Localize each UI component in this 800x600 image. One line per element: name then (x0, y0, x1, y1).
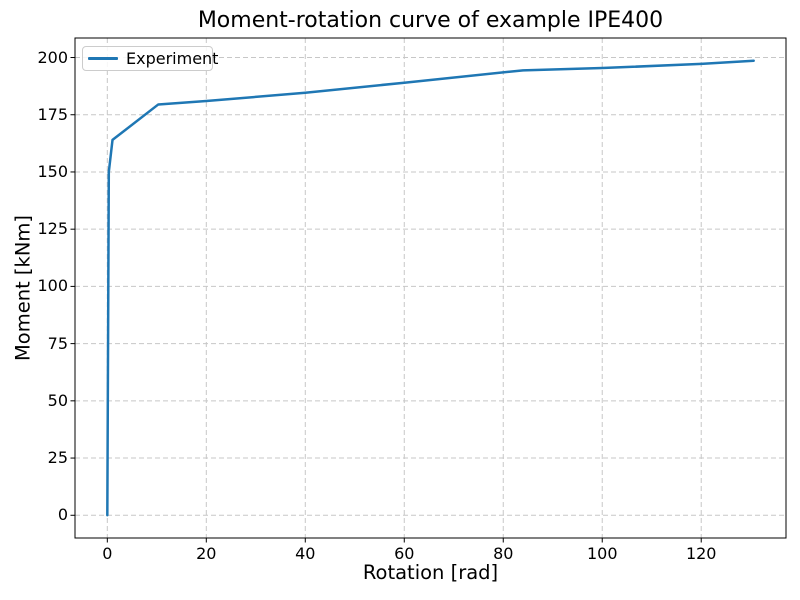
x-tick-label: 80 (493, 544, 514, 563)
legend: Experiment (82, 46, 218, 71)
x-axis-label: Rotation [rad] (362, 561, 499, 584)
y-tick-label: 200 (37, 47, 68, 67)
y-tick-label: 150 (37, 161, 68, 181)
y-tick-label: 175 (37, 104, 68, 124)
x-tick-label: 100 (586, 544, 618, 563)
y-tick-label: 0 (57, 505, 68, 525)
legend-label: Experiment (126, 49, 219, 68)
chart-title: Moment-rotation curve of example IPE400 (197, 8, 664, 33)
x-tick-label: 120 (685, 544, 717, 563)
x-tick-label: 40 (295, 544, 316, 563)
axes-spines (74, 37, 787, 539)
y-tick-label: 125 (37, 219, 68, 239)
legend-line-sample (88, 57, 118, 60)
x-tick-label: 60 (394, 544, 415, 563)
y-axis-label: Moment [kNm] (11, 214, 35, 362)
y-tick-label: 100 (37, 276, 68, 296)
y-tick-label: 25 (47, 448, 68, 468)
series-line-experiment (106, 59, 755, 517)
x-tick-label: 0 (102, 544, 113, 563)
x-tick-label: 20 (196, 544, 217, 563)
y-tick-label: 75 (47, 333, 68, 353)
y-tick-label: 50 (47, 390, 68, 410)
